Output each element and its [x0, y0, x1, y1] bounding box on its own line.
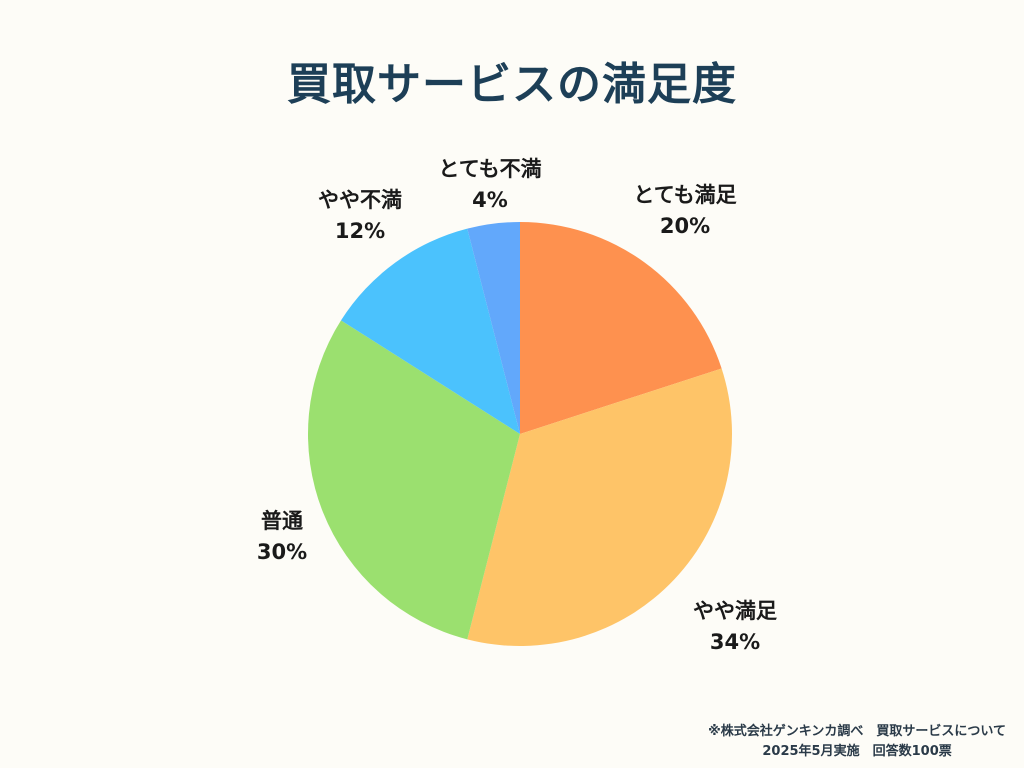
label-name: 普通: [261, 509, 303, 533]
label-very-satisfied: とても満足 20%: [620, 180, 750, 242]
label-name: とても満足: [633, 183, 737, 207]
label-percent: 20%: [659, 214, 711, 238]
label-percent: 12%: [334, 219, 386, 243]
label-neutral: 普通 30%: [232, 506, 332, 568]
pie-slice: [467, 368, 732, 646]
label-somewhat-satisfied: やや満足 34%: [670, 596, 800, 658]
label-very-dissatisfied: とても不満 4%: [420, 154, 560, 216]
footnote: ※株式会社ゲンキンカ調べ 買取サービスについて 2025年5月実施 回答数100…: [708, 722, 1006, 762]
label-percent: 34%: [709, 630, 761, 654]
pie-slice: [307, 320, 520, 640]
footnote-date: 2025年5月実施 回答数100票: [762, 744, 952, 759]
chart-title: 買取サービスの満足度: [287, 59, 737, 110]
label-percent: 4%: [472, 188, 508, 212]
label-name: とても不満: [438, 157, 542, 181]
label-name: やや満足: [693, 599, 777, 623]
label-percent: 30%: [256, 540, 308, 564]
pie-slice: [467, 222, 520, 434]
label-somewhat-dissatisfied: やや不満 12%: [300, 185, 420, 247]
footnote-source: ※株式会社ゲンキンカ調べ 買取サービスについて: [708, 724, 1006, 739]
label-name: やや不満: [318, 188, 402, 212]
pie-slice: [520, 222, 722, 434]
pie-slice: [341, 228, 520, 434]
